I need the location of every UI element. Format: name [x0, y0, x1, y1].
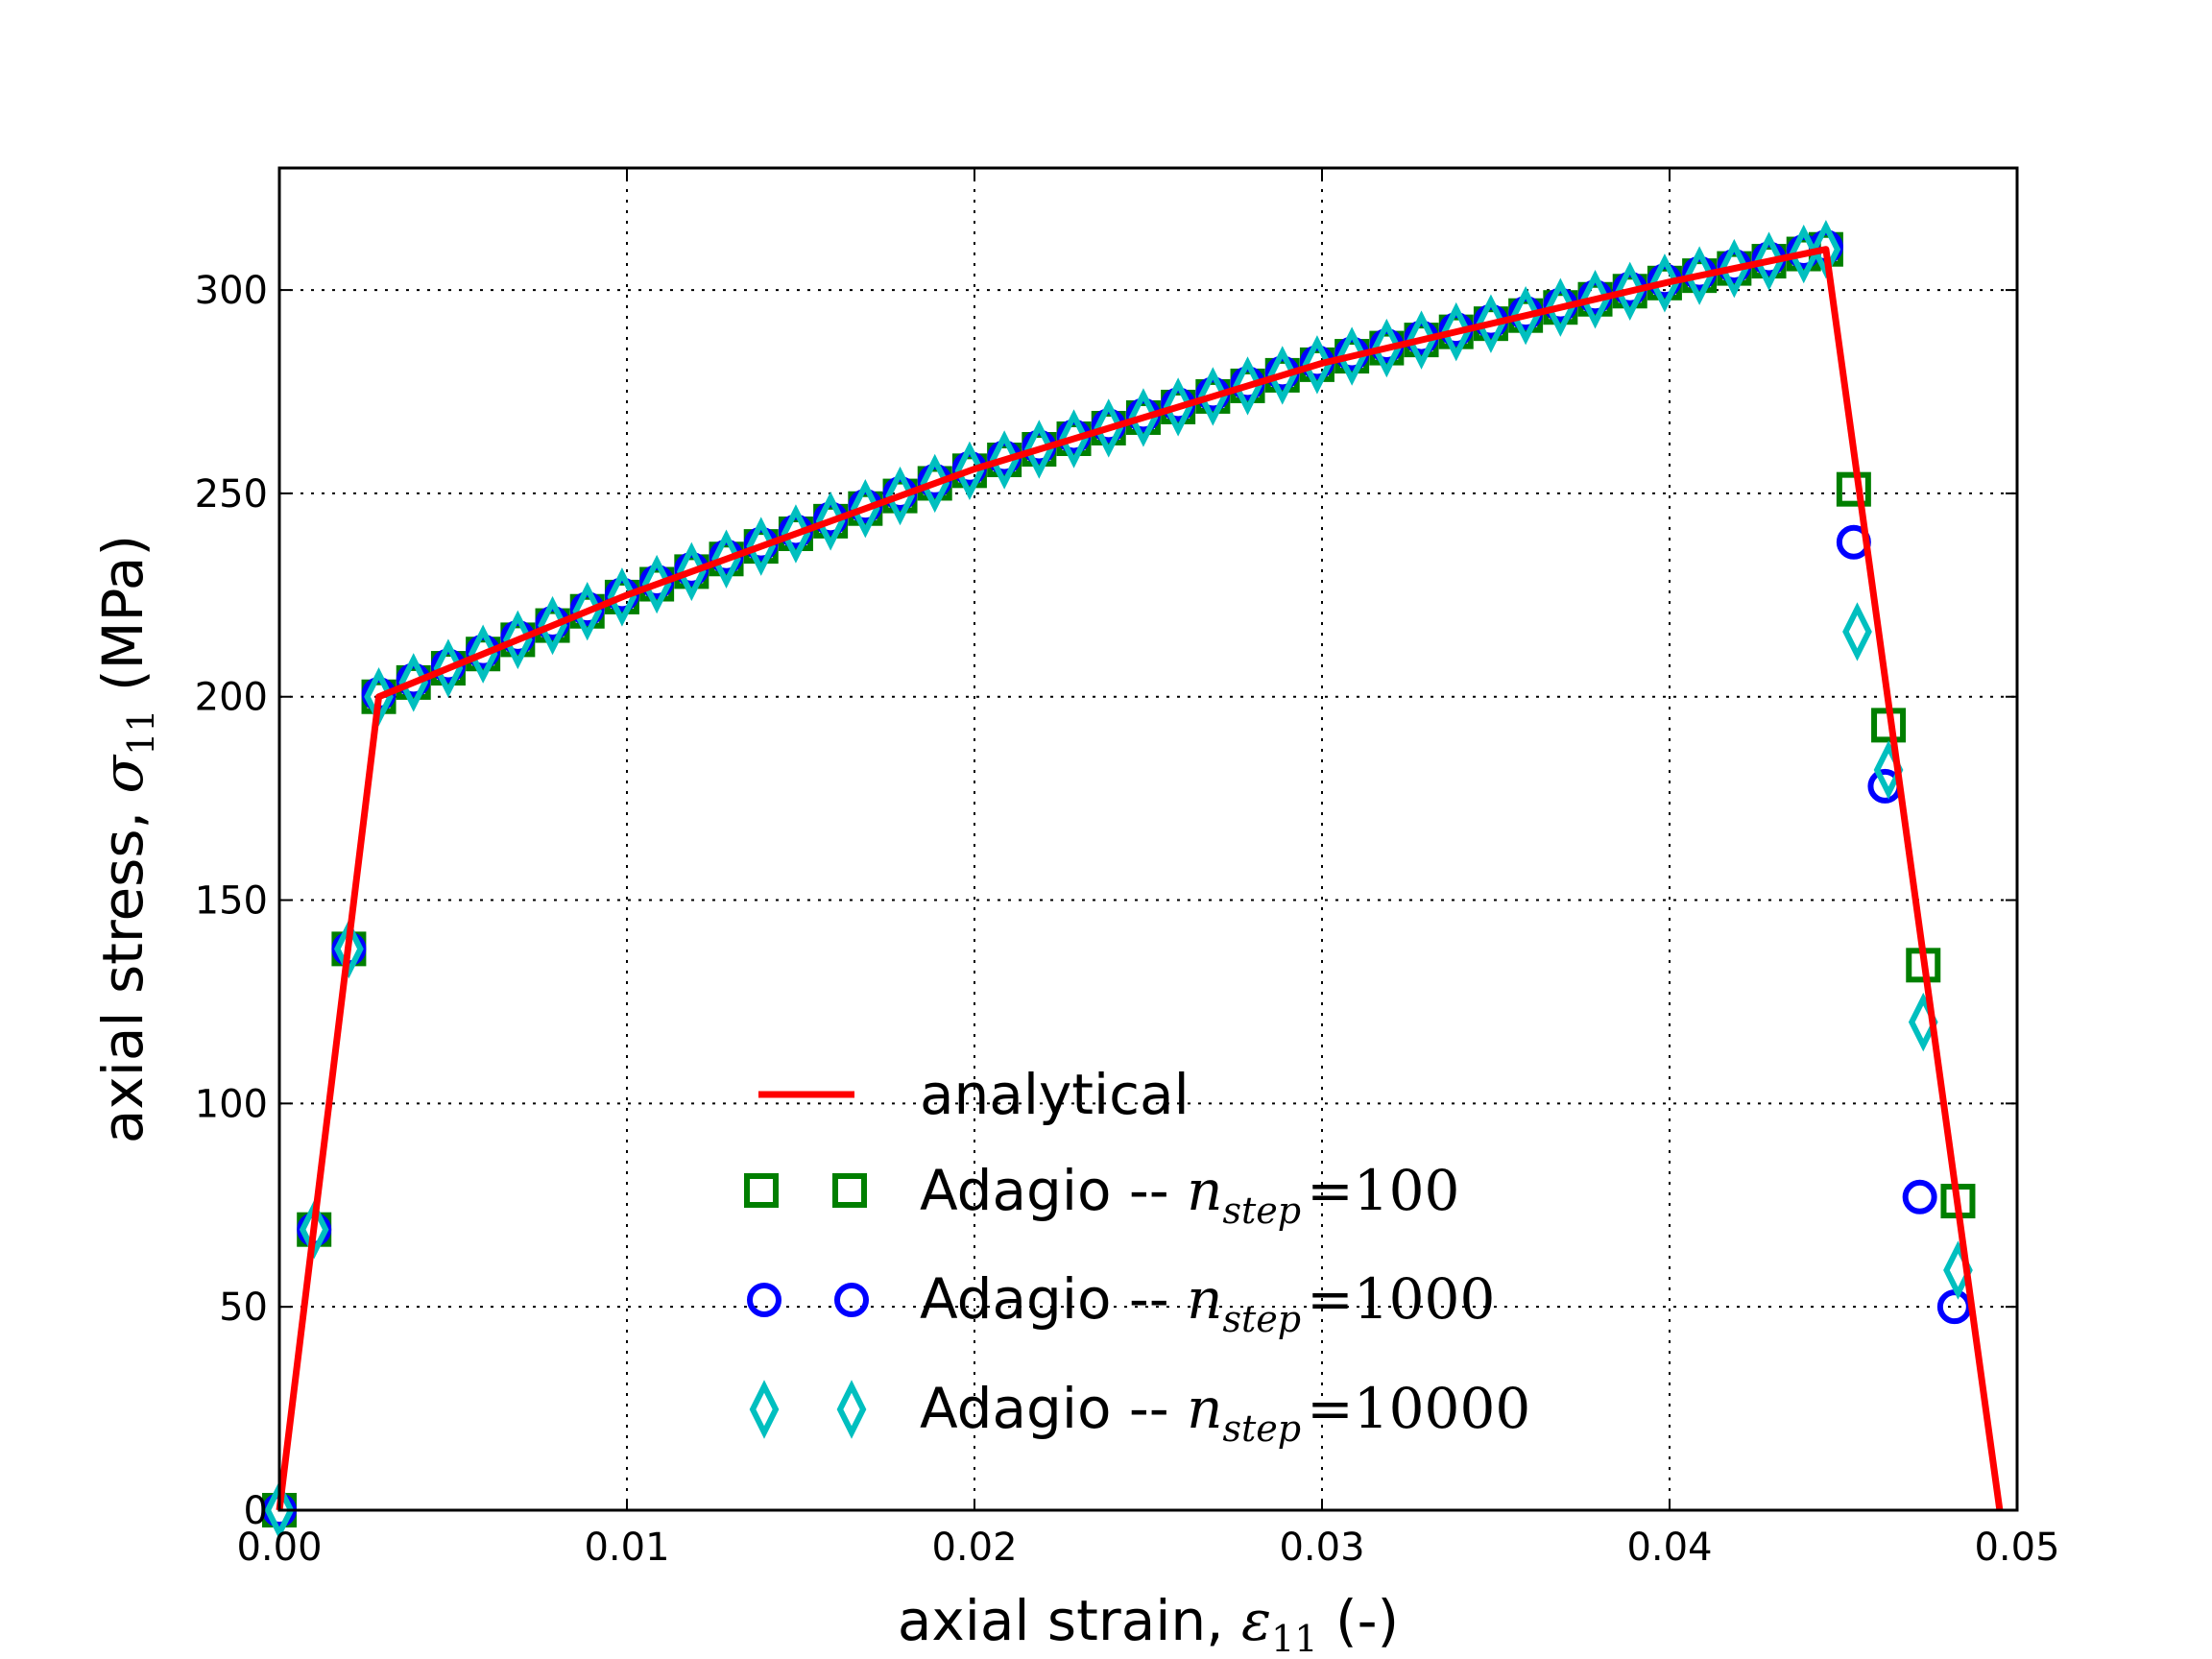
marker-diamond-nstep-10000 — [538, 595, 567, 656]
marker-diamond-nstep-10000 — [1719, 238, 1749, 299]
marker-diamond-nstep-10000 — [641, 554, 672, 614]
marker-diamond-nstep-10000 — [1441, 301, 1472, 362]
marker-diamond-nstep-10000 — [1267, 346, 1298, 405]
marker-diamond-nstep-10000 — [1023, 420, 1054, 479]
y-tick-label: 100 — [195, 1082, 268, 1126]
marker-diamond-nstep-10000 — [433, 638, 464, 698]
legend-marker-circle — [747, 1283, 781, 1317]
axis-ticks: 0.00 0.01 0.02 0.03 0.04 0.05 0 50 100 150 200 250 3… — [195, 168, 2060, 1570]
marker-diamond-nstep-10000 — [572, 582, 603, 641]
marker-diamond-nstep-10000 — [885, 466, 915, 526]
marker-diamond-nstep-10000 — [781, 504, 811, 564]
marker-diamond-nstep-10000 — [1684, 246, 1715, 305]
marker-diamond-nstep-10000 — [989, 430, 1020, 490]
y-tick-label: 0 — [244, 1489, 268, 1533]
marker-diamond-nstep-10000 — [1649, 253, 1680, 313]
marker-diamond-nstep-10000 — [1476, 294, 1506, 353]
marker-diamond-nstep-10000 — [1094, 398, 1124, 458]
x-tick-label: 0.04 — [1626, 1526, 1712, 1570]
legend-entry-nstep-10000: Adagio -- nstep =10000 — [749, 1376, 1530, 1450]
x-tick-label: 0.02 — [931, 1526, 1017, 1570]
marker-diamond-nstep-10000 — [1371, 318, 1402, 378]
legend-label-nstep-1000: Adagio -- nstep =1000 — [920, 1266, 1495, 1340]
marker-diamond-nstep-10000 — [468, 624, 498, 684]
x-axis-label: axial strain, ε11 (-) — [898, 1588, 1399, 1659]
marker-diamond-nstep-10000 — [1302, 335, 1333, 395]
plot-area — [279, 168, 2017, 1510]
marker-diamond-nstep-10000 — [502, 610, 533, 670]
data-series — [262, 220, 2004, 1540]
legend-entry-nstep-100: Adagio -- nstep =100 — [744, 1158, 1459, 1232]
y-tick-label: 200 — [195, 676, 268, 720]
marker-diamond-nstep-10000 — [746, 517, 777, 576]
marker-diamond-nstep-10000 — [1197, 367, 1228, 426]
legend-marker-diamond — [836, 1380, 867, 1439]
marker-diamond-nstep-10000 — [850, 479, 880, 539]
marker-diamond-nstep-10000 — [954, 441, 985, 501]
legend-marker-circle — [834, 1283, 869, 1317]
marker-diamond-nstep-10000 — [1128, 388, 1159, 447]
x-tick-label: 0.01 — [584, 1526, 669, 1570]
legend: analytical Adagio -- nstep =100 Adagio --… — [744, 1062, 1530, 1450]
analytical-line — [276, 246, 2004, 1511]
marker-diamond-nstep-10000 — [1545, 277, 1575, 337]
marker-diamond-nstep-10000 — [920, 453, 950, 514]
marker-diamond-nstep-10000 — [711, 529, 741, 589]
marker-diamond-nstep-10000 — [1754, 231, 1784, 291]
legend-entry-nstep-1000: Adagio -- nstep =1000 — [747, 1266, 1495, 1340]
marker-diamond-nstep-10000 — [264, 1480, 295, 1540]
legend-label-nstep-100: Adagio -- nstep =100 — [920, 1158, 1459, 1232]
marker-diamond-nstep-10000 — [1580, 270, 1610, 329]
marker-diamond-nstep-10000 — [815, 492, 846, 551]
marker-diamond-nstep-10000 — [1163, 377, 1193, 437]
y-tick-label: 150 — [195, 879, 268, 924]
legend-marker-square — [744, 1173, 779, 1208]
marker-diamond-nstep-10000 — [607, 567, 637, 627]
marker-diamond-nstep-10000 — [1407, 310, 1436, 370]
marker-diamond-nstep-10000 — [1059, 409, 1089, 469]
marker-diamond-nstep-10000 — [334, 919, 364, 979]
legend-marker-square — [832, 1173, 867, 1208]
legend-marker-diamond — [749, 1380, 780, 1439]
y-tick-label: 300 — [195, 269, 268, 313]
marker-diamond-nstep-10000 — [1336, 326, 1367, 386]
marker-diamond-nstep-10000 — [1789, 224, 1819, 284]
grid — [279, 168, 2017, 1510]
legend-entry-analytical: analytical — [758, 1062, 1190, 1127]
legend-label-analytical: analytical — [920, 1062, 1190, 1127]
marker-circle-nstep-1000 — [1902, 1179, 1937, 1214]
marker-diamond-nstep-10000 — [1615, 261, 1646, 321]
legend-label-nstep-10000: Adagio -- nstep =10000 — [920, 1376, 1530, 1450]
y-axis-label: axial stress, σ11 (MPa) — [90, 535, 162, 1143]
marker-diamond-nstep-10000 — [398, 653, 429, 712]
y-tick-label: 250 — [195, 472, 268, 517]
plot-frame — [277, 166, 2019, 1512]
marker-diamond-nstep-10000 — [1233, 356, 1262, 416]
marker-diamond-nstep-10000 — [1510, 285, 1541, 346]
x-tick-label: 0.03 — [1279, 1526, 1364, 1570]
marker-diamond-nstep-10000 — [676, 541, 707, 602]
x-tick-label: 0.05 — [1974, 1526, 2059, 1570]
marker-diamond-nstep-10000 — [1842, 602, 1872, 661]
x-tick-label: 0.00 — [236, 1526, 322, 1570]
y-tick-label: 50 — [219, 1286, 268, 1330]
